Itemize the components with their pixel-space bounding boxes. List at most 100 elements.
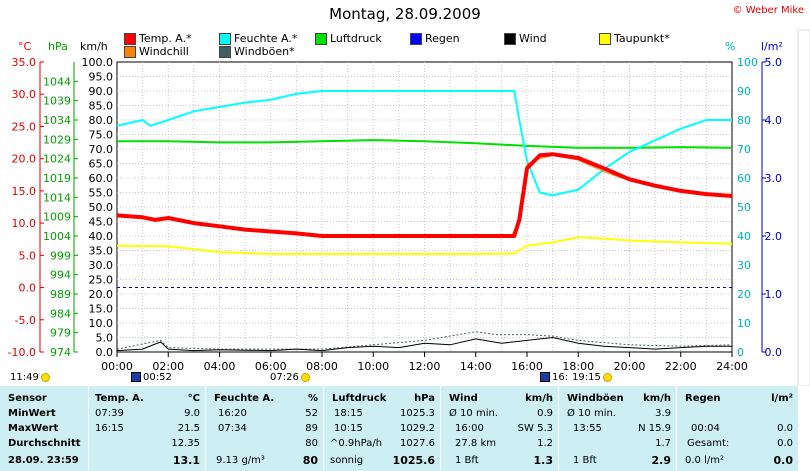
legend-swatch-pressure bbox=[315, 32, 327, 45]
stats-header-temp-unit: °C bbox=[187, 393, 200, 404]
pressure-tick-label: 1039 bbox=[43, 95, 71, 108]
wind-tick-label: 45.0 bbox=[89, 216, 114, 229]
wind-tick-label: 65.0 bbox=[89, 158, 114, 171]
rain-tick-label: 3.0 bbox=[765, 172, 783, 185]
wind-current-value: 1.3 bbox=[533, 454, 554, 467]
wind-beaufort: 1 Bft bbox=[455, 455, 479, 466]
stats-col-gusts: Windböen km/h Ø 10 min. 3.9 13:55 N 15.9… bbox=[558, 386, 677, 471]
press-forecast: sonnig bbox=[330, 455, 364, 466]
legend-wind: Wind bbox=[504, 32, 547, 45]
x-tick-label: 12:00 bbox=[409, 360, 441, 373]
sunrise-label: 07:26 bbox=[270, 372, 299, 383]
press-min-value: 1025.3 bbox=[400, 408, 435, 419]
wind-tick-label: 60.0 bbox=[89, 172, 114, 185]
legend-swatch-windchill bbox=[124, 45, 136, 58]
left-time-marker: 11:49 bbox=[10, 372, 50, 383]
humidity-tick-label: 90 bbox=[737, 85, 751, 98]
sun-icon bbox=[40, 372, 50, 382]
stats-header-pressure: Luftdruck bbox=[332, 393, 387, 404]
press-current-value: 1025.6 bbox=[392, 454, 435, 467]
pressure-tick-label: 1034 bbox=[43, 114, 71, 127]
temp-tick-label: 35.0 bbox=[12, 56, 37, 69]
x-tick-label: 20:00 bbox=[614, 360, 646, 373]
stats-header-gusts: Windböen bbox=[567, 393, 624, 404]
page-title: Montag, 28.09.2009 bbox=[329, 5, 481, 23]
wind-tick-label: 70.0 bbox=[89, 143, 114, 156]
temp-unit: °C bbox=[18, 40, 32, 53]
x-tick-label: 16:00 bbox=[511, 360, 543, 373]
wind-tick-label: 95.0 bbox=[89, 71, 114, 84]
press-min-time: 18:15 bbox=[334, 408, 363, 419]
hum-max-time: 07:34 bbox=[218, 423, 247, 434]
x-tick-label: 08:00 bbox=[306, 360, 338, 373]
wind-tick-label: 0.0 bbox=[96, 346, 114, 359]
stats-header-wind: Wind bbox=[449, 393, 478, 404]
wind-distance: 27.8 km bbox=[455, 438, 496, 449]
pressure-tick-label: 1024 bbox=[43, 153, 71, 166]
hum-avg-value: 80 bbox=[305, 438, 318, 449]
legend-rain: Regen bbox=[410, 32, 460, 45]
x-tick-label: 00:00 bbox=[101, 360, 133, 373]
sunset-marker: 19:15 bbox=[572, 372, 612, 383]
rain-tick-label: 2.0 bbox=[765, 230, 783, 243]
x-tick-label: 06:00 bbox=[255, 360, 287, 373]
rain-current-amount: 0.0 l/m² bbox=[685, 455, 724, 466]
stats-col-rain: Regen l/m² 00:04 0.0 Gesamt: 0.0 0.0 l/m… bbox=[676, 386, 799, 471]
legend-swatch-gusts bbox=[219, 45, 231, 58]
humidity-tick-label: 20 bbox=[737, 288, 751, 301]
moonset-label: 00:52 bbox=[143, 372, 172, 383]
statistics-panel: Sensor MinWert MaxWert Durchschnitt 28.0… bbox=[0, 386, 798, 471]
pressure-tick-label: 1019 bbox=[43, 172, 71, 185]
x-tick-label: 10:00 bbox=[357, 360, 389, 373]
wind-tick-label: 25.0 bbox=[89, 274, 114, 287]
pressure-tick-label: 979 bbox=[50, 327, 71, 340]
sunrise-marker: 07:26 bbox=[270, 372, 310, 383]
legend-pressure: Luftdruck bbox=[315, 32, 382, 45]
series-line-windben bbox=[116, 331, 733, 350]
humidity-tick-label: 50 bbox=[737, 201, 751, 214]
temp-tick-label: 20.0 bbox=[12, 153, 37, 166]
pressure-tick-label: 974 bbox=[50, 346, 71, 359]
stats-header-wind-unit: km/h bbox=[525, 393, 553, 404]
moonrise-marker: 16: bbox=[540, 372, 568, 383]
pressure-tick-label: 1014 bbox=[43, 191, 71, 204]
legend-gusts: Windböen* bbox=[219, 45, 295, 58]
humidity-tick-label: 100 bbox=[737, 56, 758, 69]
moon-icon bbox=[131, 372, 141, 382]
stats-header-humidity: Feuchte A. bbox=[214, 393, 275, 404]
gust-max-value: N 15.9 bbox=[638, 423, 671, 434]
rain-max-time: 00:04 bbox=[691, 423, 720, 434]
x-tick-label: 22:00 bbox=[665, 360, 697, 373]
wind-tick-label: 40.0 bbox=[89, 230, 114, 243]
wind-tick-label: 5.0 bbox=[96, 332, 114, 345]
press-avg-value: 1027.6 bbox=[400, 438, 435, 449]
moonrise-icon bbox=[540, 372, 550, 382]
gust-min-label: Ø 10 min. bbox=[567, 408, 616, 419]
gust-current-value: 2.9 bbox=[651, 454, 672, 467]
pressure-tick-label: 1044 bbox=[43, 75, 71, 88]
left-time-label: 11:49 bbox=[10, 372, 39, 383]
hum-current-value: 80 bbox=[302, 454, 318, 467]
hum-max-value: 89 bbox=[305, 423, 318, 434]
press-max-value: 1029.2 bbox=[400, 423, 435, 434]
temp-avg-value: 12.35 bbox=[171, 438, 200, 449]
legend-label-rain: Regen bbox=[425, 32, 460, 45]
rain-unit: l/m² bbox=[761, 40, 783, 53]
stats-col-wind: Wind km/h Ø 10 min. 0.9 16:00 SW 5.3 27.… bbox=[440, 386, 559, 471]
legend-label-humidity: Feuchte A.* bbox=[234, 32, 298, 45]
temp-tick-label: -10.0 bbox=[8, 346, 36, 359]
wind-tick-label: 75.0 bbox=[89, 129, 114, 142]
temp-min-time: 07:39 bbox=[95, 408, 124, 419]
stats-header-rain-unit: l/m² bbox=[771, 393, 793, 404]
gust-beaufort: 1 Bft bbox=[573, 455, 597, 466]
legend-temp: Temp. A.* bbox=[124, 32, 192, 45]
temp-tick-label: 10.0 bbox=[12, 217, 37, 230]
pressure-tick-label: 1004 bbox=[43, 230, 71, 243]
humidity-unit: % bbox=[725, 40, 736, 53]
moonrise-label: 16: bbox=[552, 372, 569, 383]
rain-tick-label: 4.0 bbox=[765, 114, 783, 127]
legend-swatch-rain bbox=[410, 32, 422, 45]
x-tick-label: 24:00 bbox=[716, 360, 748, 373]
humidity-tick-label: 30 bbox=[737, 259, 751, 272]
legend-dewpoint: Taupunkt* bbox=[599, 32, 670, 45]
